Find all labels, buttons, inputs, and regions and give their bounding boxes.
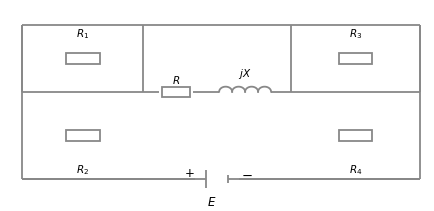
Bar (66, 130, 99, 141)
Text: $R_2$: $R_2$ (76, 163, 89, 177)
Text: $jX$: $jX$ (238, 67, 252, 81)
Text: $E$: $E$ (207, 196, 216, 209)
Bar (339, 53, 372, 64)
Text: $R_4$: $R_4$ (349, 163, 362, 177)
Text: $R_3$: $R_3$ (349, 27, 362, 41)
Bar (162, 87, 190, 97)
Text: $-$: $-$ (241, 169, 253, 182)
Bar (66, 53, 99, 64)
Text: $R_1$: $R_1$ (76, 27, 89, 41)
Bar (339, 130, 372, 141)
Text: $R$: $R$ (172, 74, 180, 86)
Text: $+$: $+$ (184, 167, 194, 180)
